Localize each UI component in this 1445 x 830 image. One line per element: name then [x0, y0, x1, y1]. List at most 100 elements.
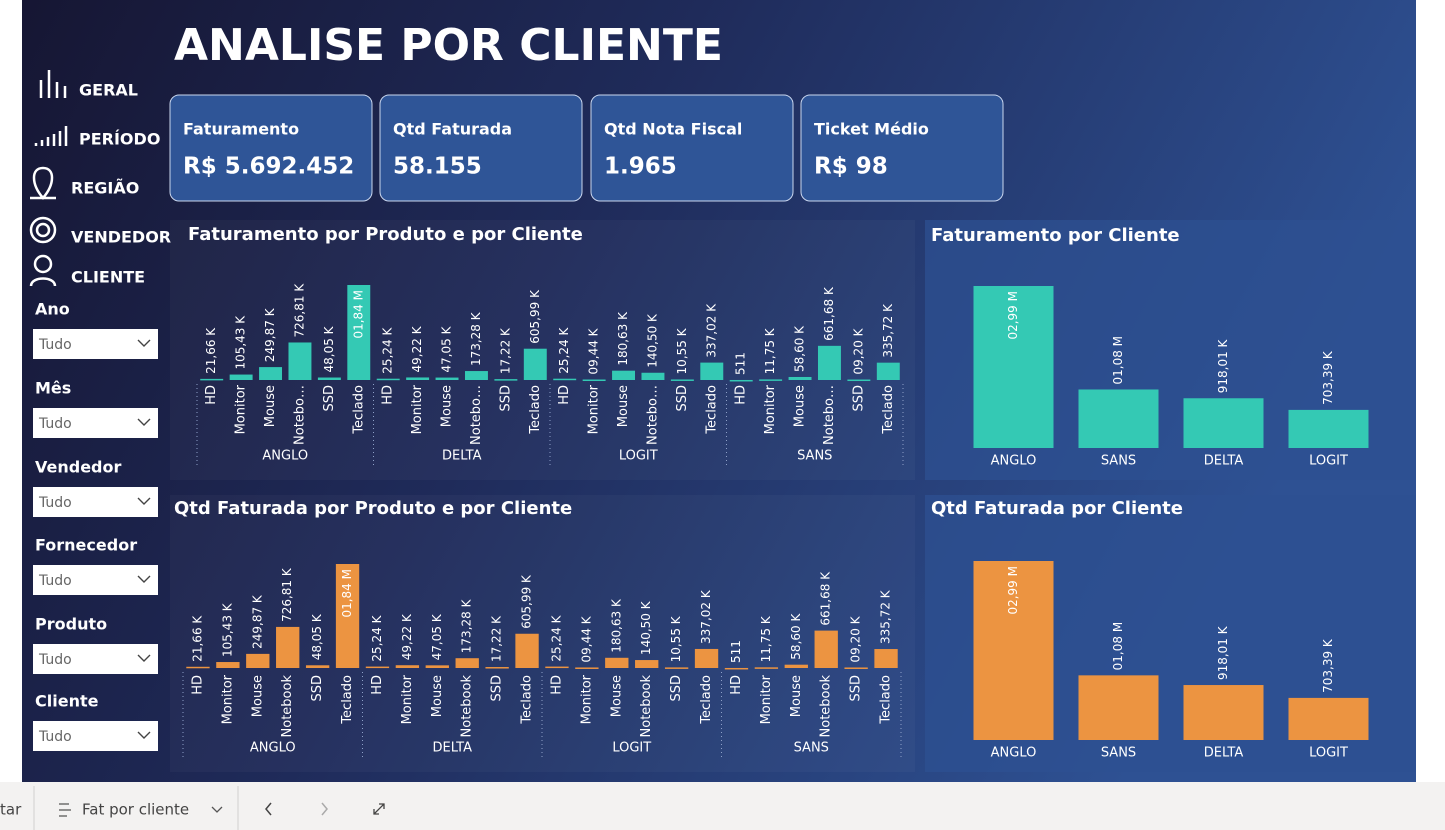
filter-label: Ano: [35, 300, 70, 319]
x-tick-label: DELTA: [1204, 746, 1244, 761]
bar: [376, 378, 400, 381]
x-tick-label: Mouse: [616, 385, 631, 427]
x-tick-label: Notebook: [280, 675, 295, 738]
page-selector[interactable]: Fat por cliente: [82, 801, 189, 819]
x-tick-label: SANS: [1101, 746, 1136, 761]
data-label: 180,63 K: [609, 598, 623, 653]
data-label: 703,39 K: [1321, 350, 1335, 405]
bar: [641, 372, 665, 380]
nav-item[interactable]: VENDEDOR: [71, 228, 171, 247]
prev-page[interactable]: [265, 802, 272, 816]
bar: [694, 648, 719, 668]
bar: [395, 665, 420, 668]
bar: [1078, 675, 1159, 740]
kpi-value: R$ 98: [814, 154, 888, 180]
bar: [485, 667, 509, 669]
x-tick-label: Notebook: [819, 675, 834, 738]
bar: [259, 367, 283, 380]
x-tick-label: Notebo…: [822, 385, 837, 445]
bar: [1288, 409, 1369, 448]
data-label: 25,24 K: [381, 327, 395, 374]
x-tick-label: Notebook: [460, 675, 475, 738]
data-label: 180,63 K: [616, 311, 630, 366]
x-tick-label: Teclado: [704, 385, 719, 435]
x-tick-label: LOGIT: [1309, 746, 1348, 761]
filter-label: Mês: [35, 379, 71, 398]
filter-dropdown[interactable]: [33, 487, 158, 517]
chevron-down[interactable]: [211, 806, 223, 813]
data-label: 337,02 K: [699, 589, 713, 644]
dropdown-chevron: [137, 339, 151, 347]
x-tick-label: Notebook: [639, 675, 654, 738]
x-tick-label: Mouse: [263, 385, 278, 427]
x-tick-label: Notebo…: [292, 385, 307, 445]
bar: [553, 378, 577, 381]
bar: [494, 379, 518, 381]
x-tick-label: Teclado: [528, 385, 543, 435]
bar: [425, 665, 449, 668]
data-label: 918,01 K: [1216, 338, 1230, 393]
x-tick-label: Monitor: [763, 384, 778, 434]
kpi-value: R$ 5.692.452: [183, 154, 354, 180]
kpi-card: [169, 94, 373, 202]
filter-dropdown[interactable]: [33, 721, 158, 751]
data-label: 173,28 K: [460, 598, 474, 653]
nav-item[interactable]: CLIENTE: [71, 268, 145, 287]
bar: [973, 561, 1054, 740]
x-tick-label: Teclado: [881, 385, 896, 435]
filter-label: Vendedor: [35, 458, 122, 477]
kpi-label: Ticket Médio: [814, 120, 929, 139]
bar: [973, 286, 1054, 448]
bar: [876, 362, 900, 380]
next-page[interactable]: [321, 802, 328, 816]
icon-geral: [39, 70, 67, 98]
collapse-icon[interactable]: [373, 803, 385, 815]
bar: [874, 649, 898, 668]
nav-item[interactable]: GERAL: [79, 81, 138, 100]
kpi-value: 58.155: [393, 154, 482, 180]
data-label: 11,75 K: [763, 327, 777, 374]
filter-value: Tudo: [38, 495, 72, 511]
data-label: 661,68 K: [822, 286, 836, 341]
bar: [759, 379, 783, 381]
x-tick-label: HD: [734, 385, 749, 405]
x-tick-label: SSD: [498, 385, 513, 412]
icon-vendedor: [29, 216, 57, 244]
filter-value: Tudo: [38, 416, 72, 432]
kpi-label: Qtd Faturada: [393, 120, 512, 139]
kpi-label: Qtd Nota Fiscal: [604, 120, 742, 139]
data-label: 49,22 K: [410, 325, 424, 372]
x-tick-label: SSD: [669, 675, 684, 702]
kpi-card: [379, 94, 583, 202]
nav-item[interactable]: PERÍODO: [79, 130, 160, 149]
bar: [784, 664, 808, 668]
x-tick-label: Teclado: [520, 675, 535, 725]
data-label: 47,05 K: [440, 325, 454, 372]
data-label: 703,39 K: [1321, 638, 1335, 693]
bar: [545, 666, 569, 669]
chart-title: Qtd Faturada por Cliente: [931, 498, 1183, 519]
data-label: 09,20 K: [849, 615, 863, 662]
filter-dropdown[interactable]: [33, 565, 158, 595]
filter-dropdown[interactable]: [33, 329, 158, 359]
bar: [700, 362, 724, 380]
x-tick-label: Mouse: [440, 385, 455, 427]
data-label: 335,72 K: [881, 303, 895, 358]
data-label: 105,43 K: [220, 602, 234, 657]
dropdown-chevron: [137, 731, 151, 739]
page-title: ANALISE POR CLIENTE: [174, 20, 723, 71]
icon-cliente-head: [33, 254, 53, 274]
bar: [817, 345, 841, 380]
filter-dropdown[interactable]: [33, 644, 158, 674]
group-label: LOGIT: [612, 741, 651, 756]
data-label: 105,43 K: [234, 315, 248, 370]
dropdown-chevron: [137, 497, 151, 505]
nav-item[interactable]: REGIÃO: [71, 179, 139, 198]
filter-dropdown[interactable]: [33, 408, 158, 438]
data-label: 48,05 K: [322, 325, 336, 372]
data-label: 511: [734, 352, 748, 375]
data-label: 11,75 K: [759, 615, 773, 662]
filter-label: Cliente: [35, 692, 99, 711]
bar: [605, 657, 629, 668]
data-label: 17,22 K: [490, 615, 504, 662]
